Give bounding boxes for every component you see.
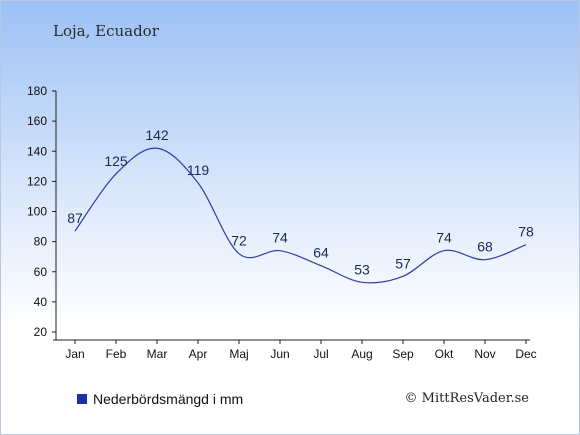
y-tick-label: 40 [34,295,48,309]
y-tick-label: 60 [34,265,48,279]
x-tick-label: Feb [106,347,127,361]
data-label: 74 [436,230,452,246]
data-label: 53 [354,261,370,277]
y-tick-label: 160 [27,114,47,128]
y-tick-label: 140 [27,144,47,158]
data-label: 74 [272,230,288,246]
data-label: 78 [518,224,534,240]
copyright-text: © MittResVader.se [404,391,529,406]
x-tick-label: Jan [65,347,84,361]
legend-swatch [77,394,87,404]
y-tick-label: 180 [27,84,47,98]
x-tick-label: Sep [392,347,414,361]
y-tick-label: 100 [27,205,47,219]
data-label: 64 [313,245,329,261]
data-label: 57 [395,255,411,271]
x-tick-label: Apr [189,347,208,361]
y-tick-label: 20 [34,325,48,339]
data-label: 125 [104,153,128,169]
data-label: 72 [231,233,247,249]
y-tick-label: 80 [34,235,48,249]
legend: Nederbördsmängd i mm [77,391,243,407]
series-line [74,147,527,284]
x-tick-label: Maj [229,347,248,361]
x-tick-label: Dec [515,347,536,361]
y-tick-label: 120 [27,174,47,188]
legend-label: Nederbördsmängd i mm [93,391,244,407]
data-label: 87 [67,210,83,226]
x-tick-label: Aug [351,347,372,361]
data-label: 119 [187,162,210,178]
data-label: 68 [477,239,493,255]
location-title: Loja, Ecuador [53,22,159,40]
x-tick-label: Mar [147,347,168,361]
x-tick-label: Nov [474,347,495,361]
x-tick-label: Okt [435,347,454,361]
data-label: 142 [145,127,169,143]
x-tick-label: Jul [313,347,328,361]
x-tick-label: Jun [270,347,289,361]
